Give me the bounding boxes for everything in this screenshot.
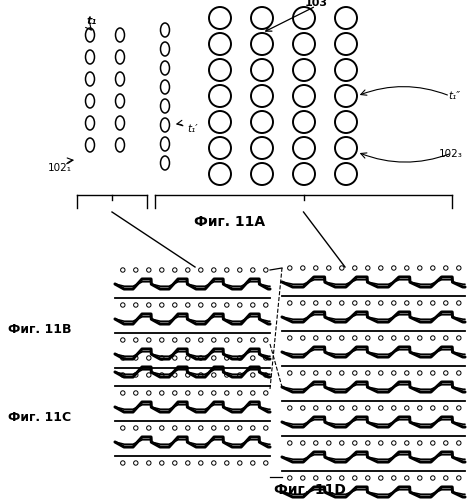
Text: t₁″: t₁″ bbox=[448, 91, 460, 101]
Text: t₁′: t₁′ bbox=[187, 124, 197, 134]
Text: Фиг. 11B: Фиг. 11B bbox=[8, 323, 71, 336]
Text: t₁: t₁ bbox=[87, 16, 97, 26]
Text: Фиг. 11C: Фиг. 11C bbox=[8, 411, 71, 424]
Text: 103: 103 bbox=[304, 0, 327, 8]
Text: 102₁: 102₁ bbox=[48, 163, 72, 173]
Text: Фиг. 11A: Фиг. 11A bbox=[195, 215, 265, 229]
Text: Фиг. 11D: Фиг. 11D bbox=[274, 483, 346, 497]
Text: 102₃: 102₃ bbox=[439, 149, 463, 159]
